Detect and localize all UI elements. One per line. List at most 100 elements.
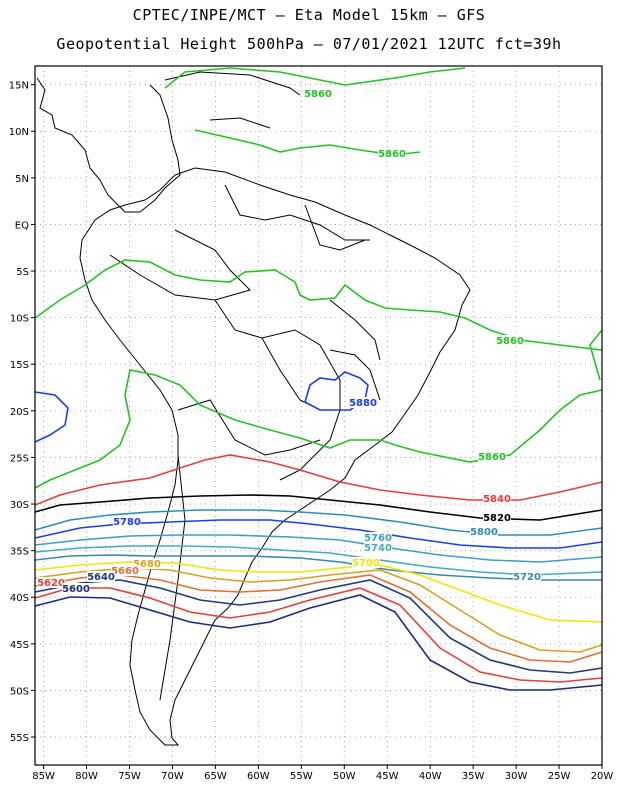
lon-tick-label: 25W — [548, 771, 571, 782]
contour-label-5880: 5880 — [349, 398, 377, 409]
border-bolivia-brazil — [214, 299, 341, 481]
contour-label-bg — [113, 516, 141, 527]
contour-label-5600: 5600 — [62, 584, 90, 595]
contour-label-5740: 5740 — [364, 543, 392, 554]
lon-tick-label: 80W — [75, 771, 98, 782]
border-brazil-states — [329, 349, 381, 401]
lat-tick-label: 50S — [10, 686, 29, 697]
lat-tick-label: 15N — [9, 81, 29, 92]
contour-5760 — [34, 534, 603, 563]
lat-tick-label: 10N — [9, 127, 29, 138]
lon-tick-label: 85W — [32, 771, 55, 782]
contour-5860 — [589, 329, 603, 381]
contour-5880 — [304, 371, 369, 411]
contour-label-5640: 5640 — [87, 572, 115, 583]
contour-label-bg — [470, 526, 498, 537]
lon-tick-label: 45W — [376, 771, 399, 782]
map-title: CPTEC/INPE/MCT – Eta Model 15km – GFS — [132, 6, 486, 24]
contour-label-bg — [513, 571, 541, 582]
border-colombia-peru — [109, 229, 251, 301]
border-argentina-north — [177, 399, 321, 456]
contour-5740 — [34, 545, 603, 576]
height-contours — [34, 67, 603, 691]
contour-label-bg — [349, 397, 377, 408]
caribbean-islands-outline — [164, 71, 301, 96]
contour-label-bg — [496, 335, 524, 346]
contour-labels: 5880 5860 5860 5860 5860 5840 5820 5800 5780 5760… — [37, 88, 541, 595]
axis-ticks: 15N 10N 5N EQ 5S 10S 15S 20S 25S 30S 35S 40S 45S 50S 5… — [9, 81, 614, 782]
contour-label-5700: 5700 — [352, 558, 380, 569]
contour-label-5760: 5760 — [364, 533, 392, 544]
contour-5660 — [34, 574, 603, 663]
lat-tick-label: 15S — [10, 360, 29, 371]
contour-label-bg — [111, 565, 139, 576]
caribbean-islands-outline-2 — [209, 117, 271, 129]
contour-5800 — [34, 509, 603, 536]
contour-label-5620: 5620 — [37, 578, 65, 589]
contour-label-bg — [478, 451, 506, 462]
contour-5720 — [34, 554, 602, 581]
contour-label-5860: 5860 — [478, 452, 506, 463]
contour-label-bg — [37, 577, 65, 588]
lon-tick-label: 40W — [419, 771, 442, 782]
contour-label-bg — [133, 558, 161, 569]
map-subtitle: Geopotential Height 500hPa – 07/01/2021 … — [56, 35, 562, 53]
lat-tick-label: 55S — [10, 733, 29, 744]
south-america-outline — [79, 167, 471, 746]
lat-tick-label: 40S — [10, 593, 29, 604]
border-paraguay — [261, 337, 321, 411]
lat-tick-label: 30S — [10, 500, 29, 511]
border-venezuela-guyana — [224, 184, 370, 241]
contour-label-bg — [87, 571, 115, 582]
contour-label-bg — [304, 88, 332, 99]
map-frame — [34, 65, 603, 766]
contour-label-bg — [364, 532, 392, 543]
lat-tick-label: 25S — [10, 453, 29, 464]
contour-label-bg — [62, 583, 90, 594]
contour-label-5860: 5860 — [496, 336, 524, 347]
contour-5620 — [34, 587, 603, 683]
border-chile-argentina — [159, 454, 186, 701]
contour-label-bg — [352, 557, 380, 568]
contour-label-bg — [378, 148, 406, 159]
contour-label-bg — [483, 512, 511, 523]
contour-5880 — [34, 391, 69, 443]
contour-label-bg — [364, 542, 392, 553]
contour-label-5860: 5860 — [304, 89, 332, 100]
lon-tick-label: 35W — [462, 771, 485, 782]
lon-tick-label: 55W — [290, 771, 313, 782]
contour-label-5840: 5840 — [483, 494, 511, 505]
contour-label-5720: 5720 — [513, 572, 541, 583]
lat-tick-label: 20S — [10, 407, 29, 418]
lat-tick-label: 35S — [10, 547, 29, 558]
contour-label-5680: 5680 — [133, 559, 161, 570]
lat-tick-label: 10S — [10, 314, 29, 325]
lon-tick-label: 70W — [161, 771, 184, 782]
contour-5600 — [34, 594, 603, 691]
lon-tick-label: 20W — [591, 771, 614, 782]
central-america-outline — [36, 77, 181, 213]
lat-tick-label: 5S — [16, 267, 29, 278]
lon-tick-label: 75W — [118, 771, 141, 782]
contour-label-bg — [483, 493, 511, 504]
contour-5820 — [34, 494, 603, 521]
lon-tick-label: 65W — [204, 771, 227, 782]
contour-5860 — [34, 259, 603, 351]
lat-tick-label: 45S — [10, 640, 29, 651]
lon-tick-label: 50W — [333, 771, 356, 782]
lat-tick-label: 5N — [15, 174, 29, 185]
contour-5640 — [34, 579, 603, 674]
contour-label-5860: 5860 — [378, 149, 406, 160]
contour-label-5800: 5800 — [470, 527, 498, 538]
lat-lon-grid — [35, 66, 603, 765]
border-brazil-states-2 — [329, 299, 381, 361]
lon-tick-label: 60W — [247, 771, 270, 782]
contour-label-5820: 5820 — [483, 513, 511, 524]
lat-tick-label: EQ — [15, 220, 29, 231]
contour-label-5660: 5660 — [111, 566, 139, 577]
border-guyanas — [304, 204, 366, 251]
contour-label-5780: 5780 — [113, 517, 141, 528]
contour-5860 — [164, 67, 466, 89]
contour-5860 — [34, 369, 603, 489]
